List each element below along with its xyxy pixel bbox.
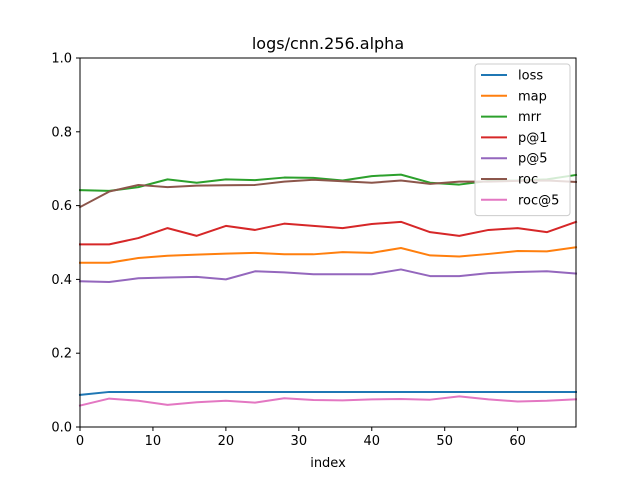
chart-title: logs/cnn.256.alpha [252, 34, 404, 53]
series-line-p-1 [79, 220, 578, 246]
legend-label-roc: roc [518, 173, 538, 188]
y-tick-label: 0.0 [51, 421, 72, 436]
x-tick-label: 10 [145, 434, 162, 449]
legend-label-roc-5: roc@5 [518, 193, 559, 208]
legend-label-loss: loss [518, 69, 543, 84]
x-tick-label: 60 [509, 434, 526, 449]
legend-label-p-5: p@5 [518, 152, 548, 167]
y-tick-label: 0.4 [51, 273, 72, 288]
axes-frame [79, 57, 577, 428]
y-tick-label: 0.8 [51, 125, 72, 140]
series-line-loss [78, 390, 577, 396]
series-line-p-5 [78, 268, 578, 283]
y-tick-label: 1.0 [51, 52, 72, 67]
legend-label-mrr: mrr [518, 110, 542, 125]
legend-label-p-1: p@1 [518, 131, 548, 146]
x-tick-label: 40 [363, 434, 380, 449]
x-tick-label: 20 [218, 434, 235, 449]
y-tick-label: 0.6 [51, 199, 72, 214]
legend-box [474, 63, 571, 217]
series-line-map [79, 246, 578, 264]
x-tick-label: 50 [436, 434, 453, 449]
y-tick-label: 0.2 [51, 347, 72, 362]
x-tick-label: 30 [291, 434, 308, 449]
axes-layer: 0 10 20 30 40 50 60 0.0 0.2 0.4 0.6 0.8 1.0 [51, 52, 577, 449]
x-tick-label: 0 [76, 434, 84, 449]
legend-label-map: map [518, 89, 547, 104]
series-line-roc-5 [78, 395, 578, 407]
x-axis-label: index [310, 456, 346, 471]
legend: loss map mrr p@1 p@5 roc roc@5 [474, 63, 571, 217]
